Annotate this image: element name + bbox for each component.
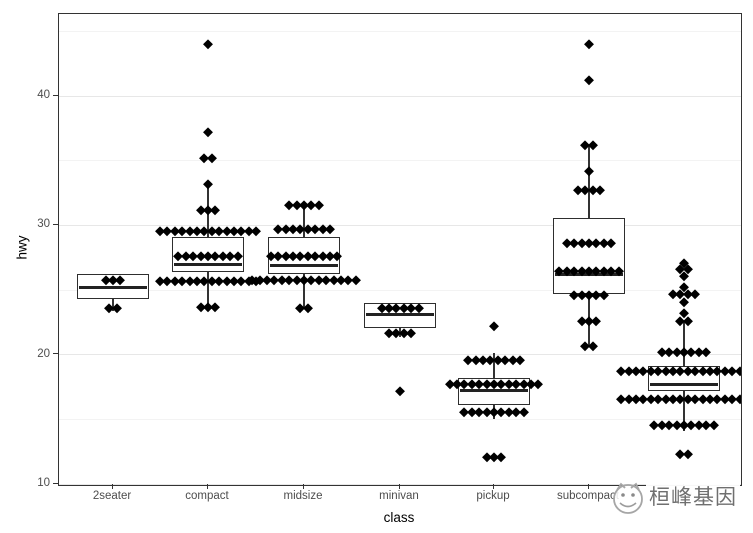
x-axis-tick bbox=[206, 484, 208, 489]
lower-whisker bbox=[207, 271, 209, 307]
y-tick-label: 40 bbox=[37, 89, 50, 101]
y-axis-tick bbox=[53, 94, 58, 96]
cat-face-logo-icon bbox=[613, 482, 643, 514]
major-gridline bbox=[59, 95, 741, 97]
boxplot-median bbox=[269, 264, 339, 267]
x-tick-label: 2seater bbox=[92, 490, 132, 502]
x-tick-label: subcompact bbox=[556, 490, 619, 502]
data-point-dot bbox=[734, 393, 741, 404]
y-axis-tick bbox=[53, 482, 58, 484]
data-point-dot bbox=[251, 225, 261, 236]
watermark-text: 桓峰基因 bbox=[646, 481, 740, 515]
data-point-dot bbox=[591, 316, 602, 326]
data-point-dot bbox=[207, 153, 217, 163]
lower-whisker bbox=[683, 390, 685, 431]
data-point-dot bbox=[395, 386, 405, 396]
x-axis-tick bbox=[587, 484, 589, 489]
minor-gridline bbox=[59, 160, 741, 162]
major-gridline bbox=[59, 483, 741, 485]
minor-gridline bbox=[59, 30, 741, 32]
data-point-dot bbox=[210, 205, 221, 215]
x-axis-tick bbox=[398, 484, 400, 489]
upper-whisker bbox=[683, 321, 685, 367]
data-point-dot bbox=[203, 39, 213, 49]
upper-whisker bbox=[588, 145, 590, 218]
data-point-dot bbox=[690, 289, 700, 299]
data-point-dot bbox=[584, 39, 594, 49]
boxplot-median bbox=[649, 383, 719, 386]
data-point-dot bbox=[203, 179, 213, 189]
data-point-dot bbox=[701, 347, 711, 357]
data-point-dot bbox=[406, 328, 416, 338]
boxplot-box bbox=[553, 217, 625, 294]
data-point-dot bbox=[683, 449, 693, 459]
y-axis-tick bbox=[53, 353, 58, 355]
lower-whisker bbox=[303, 274, 305, 310]
data-point-dot bbox=[314, 199, 324, 210]
upper-whisker bbox=[303, 202, 305, 237]
major-gridline bbox=[59, 354, 741, 356]
x-axis-tick bbox=[111, 484, 113, 489]
data-point-dot bbox=[489, 321, 499, 331]
plot-panel bbox=[58, 13, 742, 486]
x-axis-tick bbox=[302, 484, 304, 489]
data-point-dot bbox=[595, 185, 605, 196]
y-tick-label: 10 bbox=[37, 477, 50, 489]
lower-whisker bbox=[112, 299, 114, 311]
upper-whisker bbox=[493, 353, 495, 378]
data-point-dot bbox=[325, 224, 335, 234]
watermark: 桓峰基因 bbox=[610, 480, 740, 516]
y-tick-label: 30 bbox=[37, 218, 50, 231]
data-point-dot bbox=[533, 379, 544, 390]
x-tick-label: pickup bbox=[476, 490, 510, 502]
major-gridline bbox=[59, 224, 741, 226]
minor-gridline bbox=[59, 289, 741, 291]
boxplot-median bbox=[459, 389, 529, 393]
boxplot-median bbox=[173, 262, 243, 266]
x-tick-label: compact bbox=[185, 490, 229, 502]
data-point-dot bbox=[734, 366, 741, 377]
data-point-dot bbox=[518, 406, 529, 417]
x-axis-tick bbox=[492, 484, 494, 489]
data-point-dot bbox=[351, 274, 361, 285]
data-point-dot bbox=[515, 355, 525, 365]
boxplot-median bbox=[365, 313, 435, 316]
data-point-dot bbox=[708, 419, 719, 430]
y-axis-tick bbox=[53, 223, 58, 226]
data-point-dot bbox=[210, 302, 221, 312]
data-point-dot bbox=[584, 75, 594, 86]
data-point-dot bbox=[496, 452, 507, 462]
data-point-dot bbox=[584, 166, 594, 176]
x-tick-label: midsize bbox=[283, 490, 323, 502]
data-point-dot bbox=[203, 127, 213, 137]
minor-gridline bbox=[59, 418, 741, 420]
x-axis-title: class bbox=[383, 510, 415, 525]
boxplot-median bbox=[78, 286, 148, 289]
y-tick-label: 20 bbox=[37, 347, 50, 360]
x-tick-label: minivan bbox=[379, 490, 419, 502]
